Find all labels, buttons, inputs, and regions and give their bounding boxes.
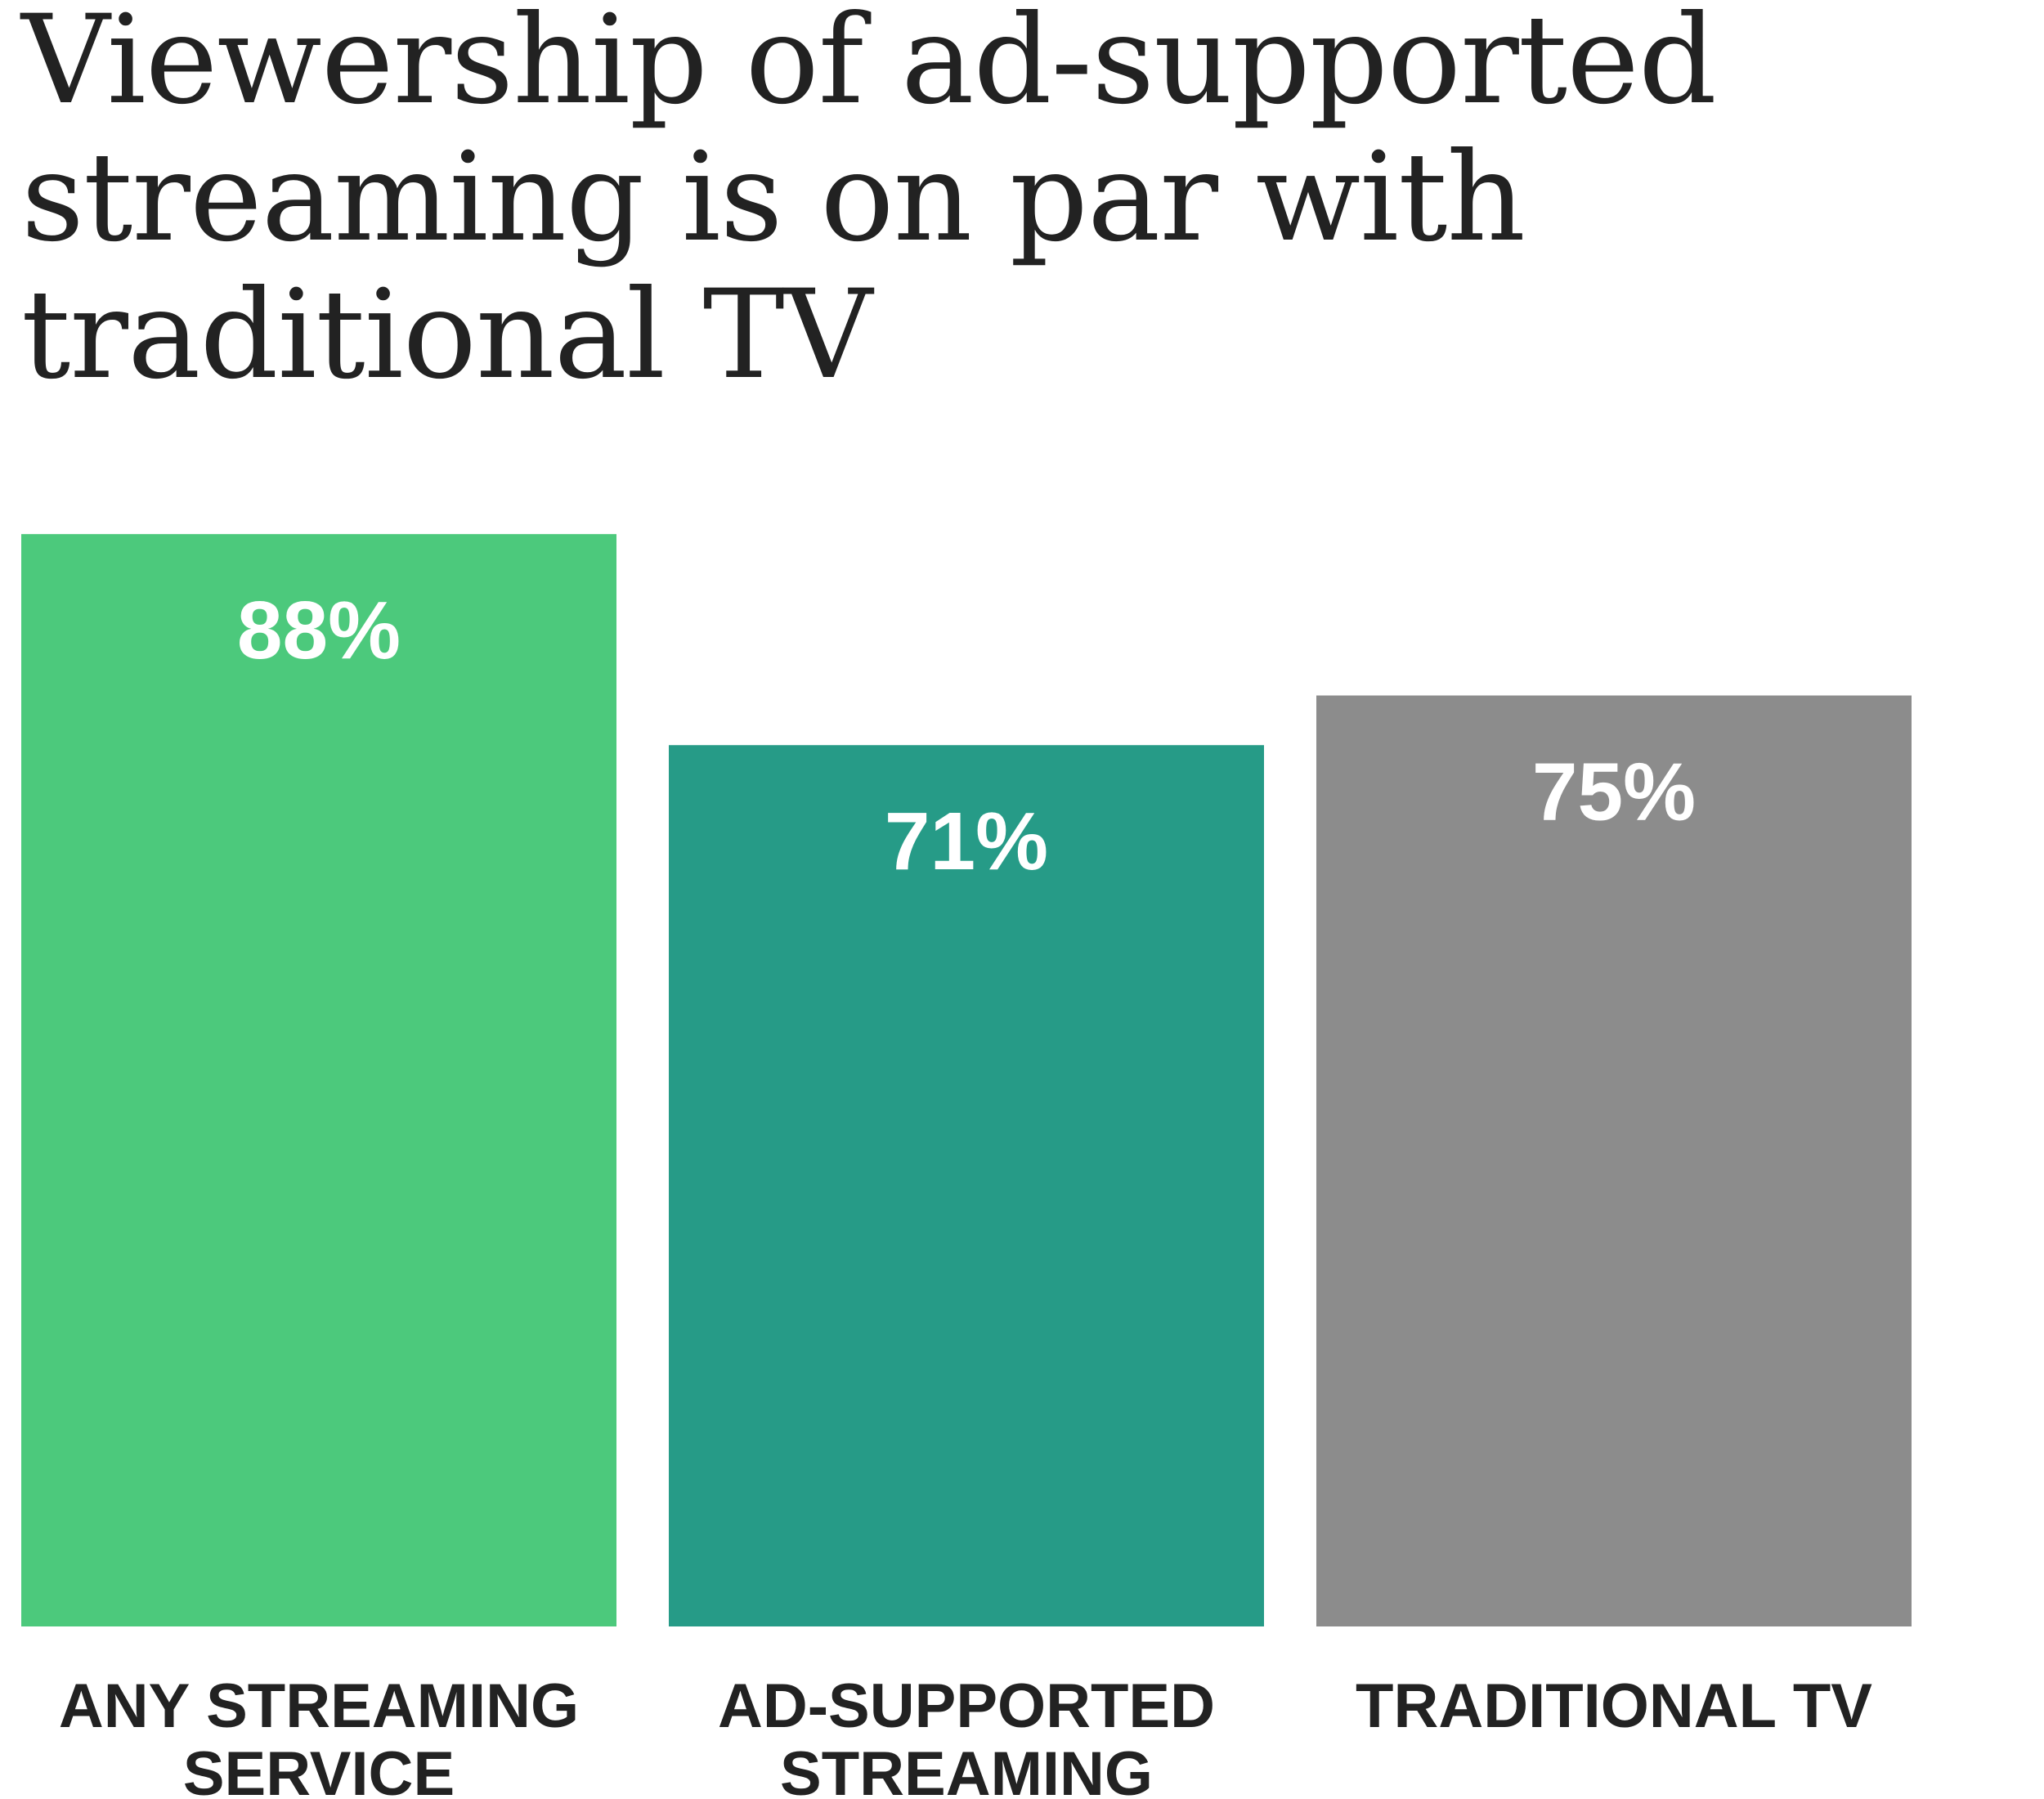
category-label: TRADITIONAL TV: [1356, 1671, 1872, 1741]
data-label: 88%: [237, 585, 401, 676]
category-label: SERVICE: [183, 1739, 455, 1799]
category-label: AD-SUPPORTED: [718, 1671, 1215, 1741]
data-label: 75%: [1532, 747, 1696, 838]
bar: [669, 745, 1264, 1626]
chart-title: Viewership of ad-supported streaming is …: [21, 0, 1717, 406]
bar: [21, 534, 616, 1627]
data-label: 71%: [885, 796, 1048, 887]
category-label: STREAMING: [780, 1739, 1153, 1799]
category-label: ANY STREAMING: [59, 1671, 579, 1741]
bar: [1316, 695, 1912, 1626]
